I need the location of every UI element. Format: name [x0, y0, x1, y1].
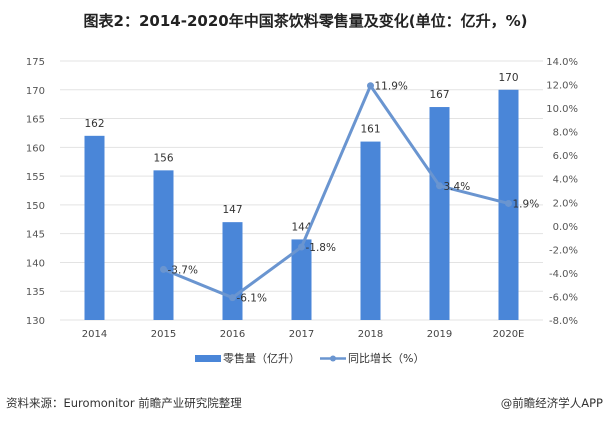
growth-label: -1.8% [306, 242, 336, 254]
x-tick-label: 2018 [358, 329, 383, 340]
bar [291, 239, 312, 320]
y-tick-label: 175 [26, 57, 45, 68]
credit: @前瞻经济学人APP [500, 396, 603, 410]
growth-label: 1.9% [513, 198, 540, 210]
y2-tick-label: 6.0% [553, 151, 578, 162]
x-tick-label: 2016 [220, 329, 245, 340]
y2-tick-label: 8.0% [553, 128, 578, 139]
growth-label: -3.7% [168, 264, 198, 276]
y2-tick-label: 14.0% [546, 57, 578, 68]
y-tick-label: 130 [26, 316, 45, 327]
x-tick-label: 2017 [289, 329, 314, 340]
bar-label: 167 [429, 89, 449, 101]
legend-bar-swatch [195, 355, 221, 362]
y-tick-label: 145 [26, 230, 45, 241]
growth-point [160, 265, 167, 273]
bar [153, 170, 174, 320]
y2-tick-label: -8.0% [549, 316, 578, 327]
legend-line-marker [330, 355, 336, 362]
bar [360, 141, 381, 320]
growth-label: 3.4% [444, 181, 471, 193]
x-tick-label: 2020E [493, 329, 525, 340]
y-tick-label: 140 [26, 258, 45, 269]
bar-label: 170 [498, 72, 518, 84]
chart-title: 图表2：2014-2020年中国茶饮料零售量及变化(单位：亿升，%) [83, 12, 528, 30]
y2-tick-label: -6.0% [549, 292, 578, 303]
y-tick-label: 135 [26, 287, 45, 298]
bar-label: 162 [84, 118, 104, 130]
y2-tick-label: 12.0% [546, 81, 578, 92]
y2-tick-label: 4.0% [553, 175, 578, 186]
legend-line-label: 同比增长（%） [348, 351, 424, 365]
y-tick-label: 160 [26, 143, 45, 154]
growth-point [436, 182, 443, 190]
bar-label: 161 [360, 124, 380, 136]
bar-label: 144 [291, 221, 311, 233]
growth-line [162, 82, 509, 300]
y-tick-label: 155 [26, 172, 45, 183]
y2-tick-label: 0.0% [553, 222, 578, 233]
x-tick-label: 2014 [82, 329, 107, 340]
y-tick-label: 150 [26, 201, 45, 212]
growth-point [505, 199, 512, 207]
x-tick-label: 2015 [151, 329, 176, 340]
growth-label: 11.9% [375, 81, 408, 93]
y-tick-label: 165 [26, 115, 45, 126]
y2-tick-label: -4.0% [549, 269, 578, 280]
growth-point [298, 243, 305, 251]
y2-tick-label: -2.0% [549, 245, 578, 256]
legend-bar-label: 零售量（亿升） [223, 351, 300, 365]
growth-point [229, 294, 236, 302]
y2-tick-label: 10.0% [546, 104, 578, 115]
growth-point [367, 82, 374, 90]
bar-label: 147 [222, 204, 242, 216]
y-tick-label: 170 [26, 86, 45, 97]
bar [222, 222, 243, 320]
source-note: 资料来源：Euromonitor 前瞻产业研究院整理 [6, 396, 242, 410]
y2-tick-label: 2.0% [553, 198, 578, 209]
bar [84, 135, 105, 320]
x-tick-label: 2019 [427, 329, 452, 340]
bar-label: 156 [153, 152, 173, 164]
bar [429, 107, 450, 321]
growth-label: -6.1% [237, 293, 267, 305]
